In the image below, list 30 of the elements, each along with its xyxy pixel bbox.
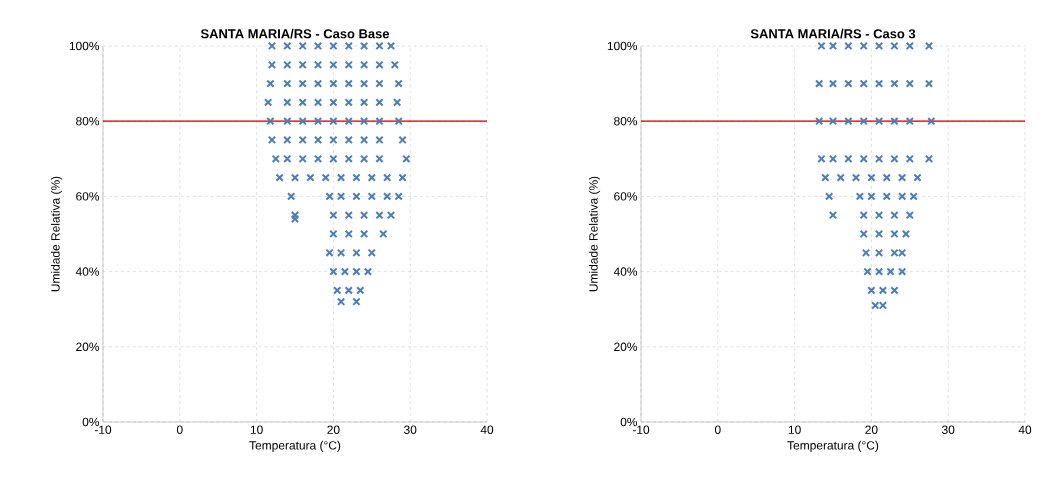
x-tick-label: 0 — [714, 425, 721, 434]
x-tick-label: -10 — [632, 425, 650, 434]
x-tick-label: 40 — [1018, 425, 1032, 434]
y-tick-label: 60% — [614, 192, 638, 201]
x-tick-label: 10 — [250, 425, 263, 434]
y-tick-label: 40% — [613, 267, 638, 276]
x-tick-label: 30 — [942, 425, 955, 434]
chart-title: SANTA MARIA/RS - Caso Base — [200, 28, 390, 39]
x-axis-title: Temperatura (°C) — [787, 440, 879, 452]
y-axis-title: Umidade Relativa (%) — [588, 176, 601, 292]
x-tick-label: 20 — [865, 425, 878, 434]
y-tick-label: 80% — [614, 116, 638, 126]
x-tick-label: 30 — [404, 425, 417, 434]
x-tick-label: -10 — [94, 425, 112, 434]
chart-title: SANTA MARIA/RS - Caso 3 — [750, 28, 916, 39]
y-tick-label: 0% — [82, 417, 100, 427]
x-tick-label: 20 — [327, 425, 340, 434]
y-tick-label: 40% — [75, 267, 100, 276]
y-tick-label: 20% — [614, 342, 638, 352]
x-tick-label: 40 — [480, 425, 494, 434]
y-tick-label: 80% — [76, 116, 100, 126]
y-tick-label: 60% — [76, 192, 100, 201]
y-tick-label: 100% — [69, 41, 100, 51]
y-tick-label: 20% — [76, 342, 100, 352]
y-axis-title: Umidade Relativa (%) — [50, 176, 63, 292]
x-tick-label: 10 — [788, 425, 801, 434]
x-tick-label: 0 — [176, 425, 183, 434]
y-tick-label: 100% — [607, 41, 638, 51]
x-axis-title: Temperatura (°C) — [249, 440, 341, 452]
y-tick-label: 0% — [620, 417, 638, 427]
